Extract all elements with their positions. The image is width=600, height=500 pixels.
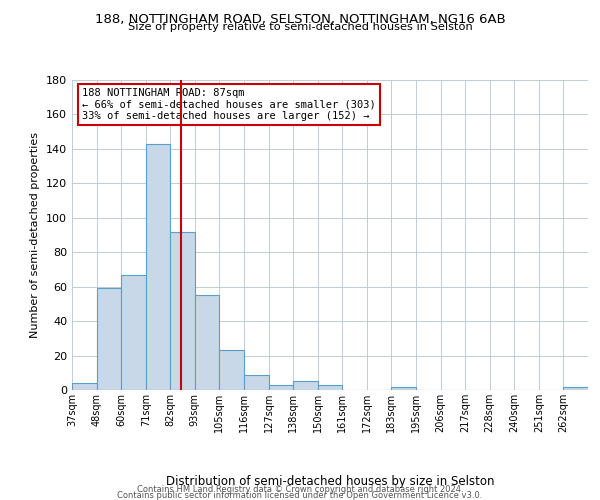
Text: Distribution of semi-detached houses by size in Selston: Distribution of semi-detached houses by … xyxy=(166,474,494,488)
Text: 188, NOTTINGHAM ROAD, SELSTON, NOTTINGHAM, NG16 6AB: 188, NOTTINGHAM ROAD, SELSTON, NOTTINGHA… xyxy=(95,12,505,26)
Y-axis label: Number of semi-detached properties: Number of semi-detached properties xyxy=(31,132,40,338)
Bar xyxy=(220,350,244,390)
Text: Contains public sector information licensed under the Open Government Licence v3: Contains public sector information licen… xyxy=(118,490,482,500)
Text: 188 NOTTINGHAM ROAD: 87sqm
← 66% of semi-detached houses are smaller (303)
33% o: 188 NOTTINGHAM ROAD: 87sqm ← 66% of semi… xyxy=(82,88,376,121)
Bar xyxy=(391,386,416,390)
Bar xyxy=(269,385,293,390)
Bar xyxy=(72,383,97,390)
Bar xyxy=(146,144,170,390)
Bar xyxy=(318,385,342,390)
Text: Size of property relative to semi-detached houses in Selston: Size of property relative to semi-detach… xyxy=(128,22,472,32)
Bar xyxy=(563,386,588,390)
Bar xyxy=(170,232,195,390)
Text: Contains HM Land Registry data © Crown copyright and database right 2024.: Contains HM Land Registry data © Crown c… xyxy=(137,485,463,494)
Bar xyxy=(121,274,146,390)
Bar xyxy=(293,382,318,390)
Bar xyxy=(195,296,220,390)
Bar xyxy=(97,288,121,390)
Bar xyxy=(244,374,269,390)
